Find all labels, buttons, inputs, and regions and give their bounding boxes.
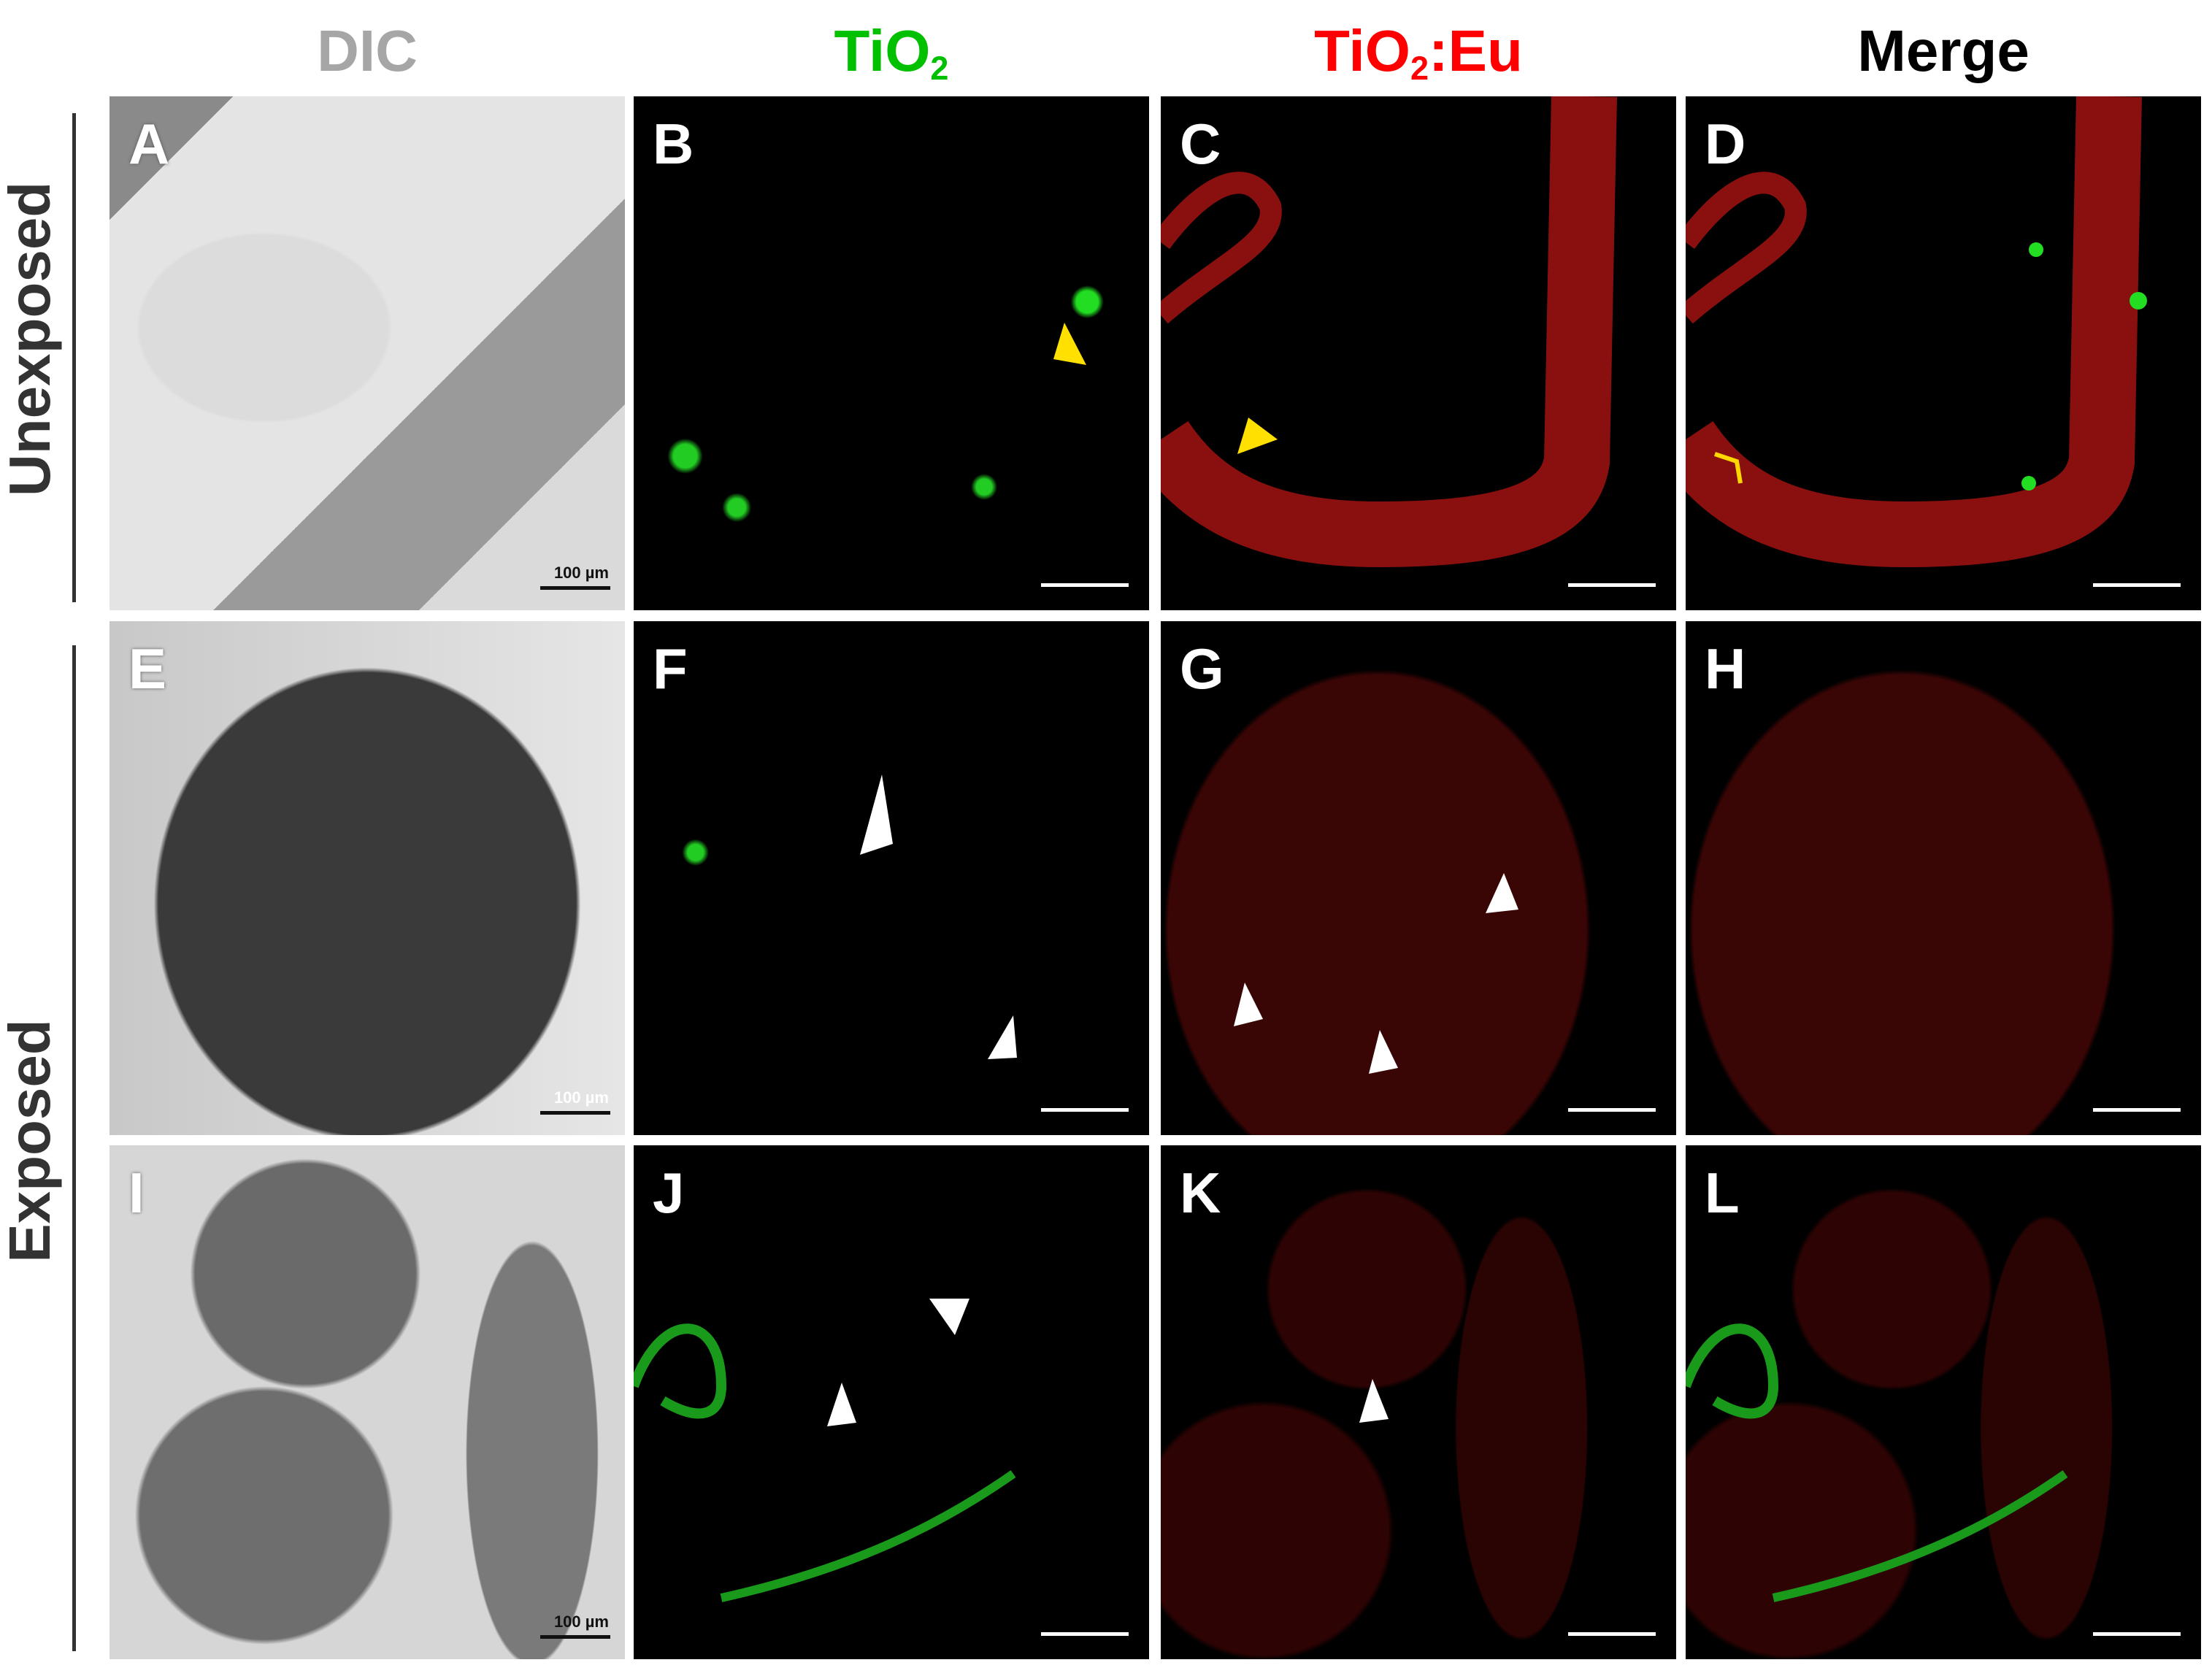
white-arrowhead-icon bbox=[929, 1299, 969, 1335]
panel-f: F bbox=[634, 621, 1149, 1135]
panel-letter: E bbox=[128, 637, 167, 701]
panel-h: H bbox=[1686, 621, 2201, 1135]
scale-bar bbox=[1041, 1108, 1129, 1112]
panel-a: A 100 µm bbox=[110, 96, 625, 610]
white-arrowhead-icon bbox=[1486, 873, 1518, 913]
scale-bar bbox=[2093, 583, 2181, 587]
panel-l: L bbox=[1686, 1145, 2201, 1659]
panel-k: K bbox=[1161, 1145, 1676, 1659]
scale-bar-label: 100 µm bbox=[553, 564, 609, 582]
panel-b: B bbox=[634, 96, 1149, 610]
scale-bar bbox=[1568, 1632, 1656, 1636]
row-label-unexposed: Unexposed bbox=[0, 181, 62, 496]
scale-bar bbox=[1568, 583, 1656, 587]
column-header-tio2-eu: TiO2:Eu bbox=[1161, 15, 1676, 88]
panel-letter: K bbox=[1180, 1161, 1221, 1225]
column-header-dic: DIC bbox=[110, 15, 625, 88]
row-divider-unexposed bbox=[72, 113, 76, 602]
white-arrowhead-icon bbox=[1359, 1379, 1389, 1423]
yellow-arrowhead-icon bbox=[1053, 323, 1086, 365]
header-suffix: :Eu bbox=[1429, 18, 1523, 83]
panel-letter: G bbox=[1180, 637, 1224, 701]
white-arrowhead-icon bbox=[827, 1383, 856, 1426]
header-subscript: 2 bbox=[1410, 50, 1429, 87]
panel-d: D bbox=[1686, 96, 2201, 610]
panel-e: E 100 µm bbox=[110, 621, 625, 1135]
panel-letter: A bbox=[128, 112, 170, 176]
header-text: DIC bbox=[317, 18, 418, 83]
white-arrowhead-icon bbox=[1234, 983, 1263, 1026]
column-header-merge: Merge bbox=[1686, 15, 2201, 88]
header-text: TiO bbox=[1314, 18, 1410, 83]
row-label-exposed: Exposed bbox=[0, 1019, 62, 1263]
header-text: Merge bbox=[1857, 18, 2029, 83]
white-arrowhead-icon bbox=[988, 1015, 1017, 1059]
scale-bar bbox=[540, 1635, 610, 1639]
header-subscript: 2 bbox=[930, 50, 949, 87]
scale-bar bbox=[2093, 1632, 2181, 1636]
panel-letter: J bbox=[653, 1161, 685, 1225]
row-divider-exposed bbox=[72, 645, 76, 1651]
scale-bar bbox=[540, 1111, 610, 1115]
column-header-tio2: TiO2 bbox=[634, 15, 1149, 88]
panel-letter: D bbox=[1705, 112, 1746, 176]
scale-bar bbox=[1041, 583, 1129, 587]
panel-g: G bbox=[1161, 621, 1676, 1135]
scale-bar-label: 100 µm bbox=[553, 1088, 609, 1107]
panel-i: I 100 µm bbox=[110, 1145, 625, 1659]
panel-letter: F bbox=[653, 637, 688, 701]
yellow-arrowhead-icon bbox=[1237, 418, 1278, 454]
scale-bar bbox=[1568, 1108, 1656, 1112]
scale-bar-label: 100 µm bbox=[553, 1612, 609, 1631]
white-arrowhead-icon bbox=[860, 774, 893, 855]
panel-letter: H bbox=[1705, 637, 1746, 701]
scale-bar bbox=[1041, 1632, 1129, 1636]
panel-letter: C bbox=[1180, 112, 1221, 176]
panel-letter: I bbox=[128, 1161, 145, 1225]
panel-c: C bbox=[1161, 96, 1676, 610]
panel-letter: B bbox=[653, 112, 694, 176]
panel-letter: L bbox=[1705, 1161, 1740, 1225]
white-arrowhead-icon bbox=[1369, 1030, 1398, 1074]
scale-bar bbox=[540, 586, 610, 590]
panel-j: J bbox=[634, 1145, 1149, 1659]
header-text: TiO bbox=[834, 18, 931, 83]
scale-bar bbox=[2093, 1108, 2181, 1112]
